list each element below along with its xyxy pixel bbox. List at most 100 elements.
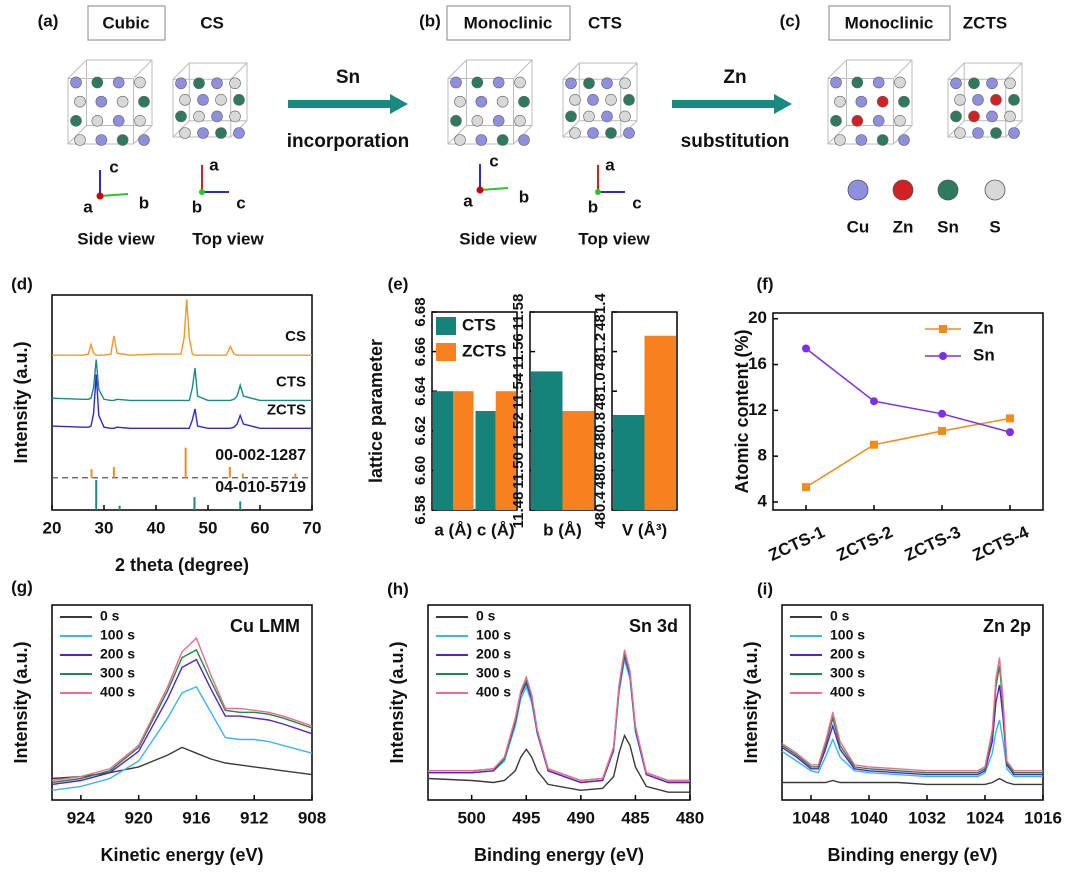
x-tick-label: 30 (95, 518, 114, 537)
series-line (805, 347, 1011, 433)
atom (211, 110, 223, 123)
atom (834, 95, 846, 108)
x-tick-label: 50 (199, 518, 218, 537)
arrow-label: Zn (723, 67, 746, 88)
x-tick-label: 20 (43, 518, 62, 537)
y-axis-label: Intensity (a.u.) (741, 641, 761, 763)
x-tick-label: 70 (303, 518, 322, 537)
atom (112, 115, 125, 127)
atom (450, 76, 462, 89)
x-tick-label: 1016 (1024, 808, 1062, 827)
atom (623, 127, 635, 139)
cell-edge (67, 125, 87, 145)
atom (74, 134, 86, 146)
axis-arrow (479, 187, 509, 191)
x-tick-label: 1032 (908, 808, 946, 827)
atom (197, 94, 209, 106)
atom (492, 115, 505, 127)
legend-atom (937, 179, 959, 201)
atom (986, 77, 998, 90)
y-tick-label: 11.58 (510, 294, 527, 331)
y-tick-label: 6.64 (412, 376, 429, 406)
compound-label: CS (200, 13, 224, 32)
atom (565, 77, 577, 90)
y-tick-label: 6.68 (412, 297, 429, 326)
atom (193, 77, 205, 90)
atom (894, 76, 906, 89)
atom (518, 95, 530, 108)
arrow-label: incorporation (287, 131, 409, 152)
cell-edge (447, 59, 467, 79)
x-tick-label: 1040 (850, 808, 888, 827)
bar (562, 411, 594, 510)
y-tick-label: 20 (748, 308, 767, 327)
legend-swatch (436, 317, 456, 335)
atom (1008, 127, 1020, 139)
bar (644, 335, 676, 510)
plot-frame (781, 604, 1044, 801)
legend-atom (892, 179, 914, 201)
phase-box (87, 5, 166, 41)
cell-edge (513, 59, 533, 79)
marker (1006, 414, 1014, 423)
series-line (51, 636, 313, 782)
x-tick-label: b (Å) (543, 520, 582, 539)
x-tick-label: 60 (251, 518, 270, 537)
legend-label: 100 s (830, 627, 865, 643)
series-line (782, 777, 1043, 786)
atom (587, 127, 599, 139)
atom (565, 110, 577, 123)
reference-label: 04-010-5719 (215, 479, 306, 496)
y-tick-label: 480.4 (592, 491, 609, 529)
legend-label: 200 s (100, 646, 135, 662)
atom (175, 110, 187, 123)
legend-label: 400 s (100, 684, 135, 700)
panel-label: (a) (38, 11, 59, 30)
annotation: Sn 3d (629, 616, 678, 636)
bar (613, 414, 645, 510)
y-tick-label: 6.66 (412, 337, 429, 366)
y-tick-label: 480.8 (592, 412, 609, 450)
atom (193, 110, 205, 123)
atom (175, 77, 187, 90)
crystal-structure (172, 62, 248, 139)
cell-edge (447, 125, 467, 145)
atom (830, 115, 842, 127)
marker (1006, 428, 1014, 437)
phase-label: Monoclinic (464, 13, 553, 32)
atom (605, 94, 617, 106)
cell-edge (827, 59, 847, 79)
x-tick-label: a (Å) (434, 520, 472, 539)
axis-letter: c (632, 193, 641, 212)
panel-label: (b) (419, 11, 441, 30)
legend-atom (847, 179, 869, 201)
series-line (805, 417, 1011, 488)
atom (471, 76, 484, 89)
y-tick-label: 481.0 (592, 372, 609, 410)
panel-label: (h) (387, 579, 409, 598)
atom (197, 127, 209, 139)
annotation: Zn 2p (983, 616, 1031, 636)
x-tick-label: 40 (147, 518, 166, 537)
legend-label: 100 s (100, 627, 135, 643)
x-tick-label: 912 (240, 808, 268, 827)
atom (112, 76, 125, 89)
marker (802, 483, 810, 492)
legend-label: Zn (973, 318, 994, 337)
arrow-label: Sn (336, 67, 360, 88)
atom (990, 127, 1002, 139)
atom (179, 127, 191, 139)
axis-origin (595, 189, 601, 195)
x-tick-label: c (Å) (477, 520, 515, 539)
x-tick-label: 480 (676, 808, 704, 827)
y-tick-label: 4 (758, 491, 768, 510)
x-tick-label: ZCTS-4 (970, 522, 1032, 565)
x-tick-label: 1048 (792, 808, 830, 827)
atom (605, 127, 617, 139)
x-tick-label: ZCTS-1 (766, 522, 828, 564)
plot-frame (427, 604, 691, 801)
atom (138, 95, 150, 108)
atom (91, 76, 104, 89)
axis-origin (476, 186, 484, 194)
